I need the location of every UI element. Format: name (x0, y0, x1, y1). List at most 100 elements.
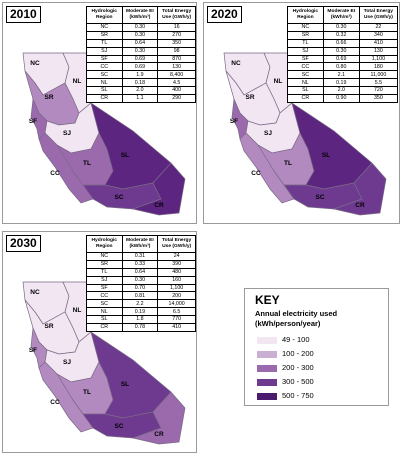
region-label-sr: SR (44, 323, 53, 330)
table-row: SF 0.69 870 (86, 54, 196, 64)
key-item: 300 - 500 (257, 377, 314, 386)
key-swatch (257, 364, 277, 372)
region-label-sf: SF (230, 118, 238, 125)
table-header-row: Hydrologic Region Moderate EI (kWh/m³) Tot… (86, 6, 196, 24)
region-label-sf: SF (29, 347, 37, 354)
table-cell: 0.64 (121, 267, 159, 277)
table-cell: CR (287, 94, 324, 103)
table-cell: 350 (157, 38, 196, 48)
table-cell: TL (287, 38, 324, 48)
table-cell: 0.78 (121, 323, 159, 332)
table-cell: 340 (358, 30, 399, 40)
table-header-cell: Moderate EI (kWh/m³) (322, 6, 360, 24)
region-label-sj: SJ (63, 130, 71, 137)
table-cell: 130 (157, 62, 196, 72)
map-regions (22, 281, 186, 445)
table-cell: 0.18 (121, 78, 159, 88)
table-header-cell: Total Energy Use (GWh/y) (358, 6, 399, 24)
table-row: NC 0.31 24 (86, 252, 196, 261)
region-label-cr: CR (154, 202, 164, 209)
table-cell: 2.0 (322, 86, 360, 96)
map-panel-2010: 2010 NC NL SR SF SJ CC TL SL SC CR Hydrologic Reg… (2, 2, 197, 224)
table-cell: 290 (157, 94, 196, 103)
table-cell: 270 (157, 30, 196, 40)
table-cell: SL (86, 86, 123, 96)
california-map: NC NL SR SF SJ CC TL SL SC CR (22, 281, 186, 445)
region-label-nc: NC (231, 60, 241, 67)
table-cell: SL (86, 315, 123, 325)
table-row: SL 1.8 770 (86, 315, 196, 325)
table-cell: 0.69 (121, 54, 159, 64)
table-cell: 390 (157, 259, 196, 269)
key-item-label: 500 - 750 (282, 391, 314, 400)
table-cell: CC (86, 62, 123, 72)
table-cell: TL (86, 38, 123, 48)
table-cell: 0.80 (322, 62, 360, 72)
table-row: CC 0.69 130 (86, 62, 196, 72)
key-item: 200 - 300 (257, 363, 314, 372)
table-row: NC 0.30 22 (287, 23, 399, 32)
table-cell: CR (86, 94, 123, 103)
region-label-sj: SJ (63, 359, 71, 366)
table-cell: 0.30 (121, 46, 159, 56)
table-row: NL 0.18 4.5 (86, 78, 196, 88)
table-header-cell: Hydrologic Region (287, 6, 324, 24)
table-row: SJ 0.30 98 (86, 46, 196, 56)
table-row: TL 0.64 480 (86, 267, 196, 277)
table-cell: 0.66 (322, 38, 360, 48)
table-cell: SR (86, 259, 123, 269)
table-cell: SJ (86, 275, 123, 285)
table-header-row: Hydrologic Region Moderate EI (kWh/m³) Tot… (287, 6, 399, 24)
table-cell: 720 (358, 86, 399, 96)
table-header-cell: Hydrologic Region (86, 235, 123, 253)
region-label-cr: CR (154, 431, 164, 438)
region-label-sj: SJ (264, 130, 272, 137)
table-cell: 0.31 (121, 252, 159, 261)
key-item-label: 200 - 300 (282, 363, 314, 372)
table-row: CC 0.80 180 (287, 62, 399, 72)
key-item-label: 100 - 200 (282, 349, 314, 358)
region-label-tl: TL (284, 160, 292, 167)
table-cell: SJ (86, 46, 123, 56)
table-cell: 0.19 (121, 307, 159, 317)
table-cell: 14,000 (157, 299, 196, 309)
table-row: SC 1.9 8,400 (86, 70, 196, 80)
table-cell: 0.30 (121, 275, 159, 285)
table-cell: 2.0 (121, 86, 159, 96)
table-row: CR 0.78 410 (86, 323, 196, 332)
region-cr (131, 391, 186, 445)
table-cell: 22 (358, 23, 399, 32)
region-label-nl: NL (274, 78, 283, 85)
table-cell: 1,100 (358, 54, 399, 64)
table-row: NL 0.19 6.5 (86, 307, 196, 317)
region-label-nc: NC (30, 60, 40, 67)
map-panel-2020: 2020 NC NL SR SF SJ CC TL SL SC CR Hydrologic Reg… (203, 2, 400, 224)
key-item-label: 300 - 500 (282, 377, 314, 386)
table-row: SL 2.0 720 (287, 86, 399, 96)
table-cell: 1,100 (157, 283, 196, 293)
region-label-sr: SR (44, 94, 53, 101)
table-cell: NC (86, 252, 123, 261)
table-row: SC 2.2 14,000 (86, 299, 196, 309)
table-cell: 24 (157, 252, 196, 261)
year-label: 2020 (207, 6, 242, 23)
table-cell: 0.30 (322, 23, 360, 32)
table-cell: 0.32 (322, 30, 360, 40)
table-row: TL 0.64 350 (86, 38, 196, 48)
table-cell: SF (86, 54, 123, 64)
year-label: 2030 (6, 235, 41, 252)
table-cell: 200 (157, 291, 196, 301)
table-row: SC 2.1 11,000 (287, 70, 399, 80)
table-row: CC 0.81 200 (86, 291, 196, 301)
key-swatch (257, 350, 277, 358)
table-row: NC 0.30 16 (86, 23, 196, 32)
table-cell: 4.5 (157, 78, 196, 88)
table-cell: NL (86, 307, 123, 317)
table-cell: NL (287, 78, 324, 88)
table-header-cell: Total Energy Use (GWh/y) (157, 6, 196, 24)
table-cell: 1.9 (121, 70, 159, 80)
map-key: KEY Annual electricity used (kWh/person/… (244, 288, 389, 406)
table-cell: 0.81 (121, 291, 159, 301)
region-label-cr: CR (355, 202, 365, 209)
table-cell: 0.90 (322, 94, 360, 103)
